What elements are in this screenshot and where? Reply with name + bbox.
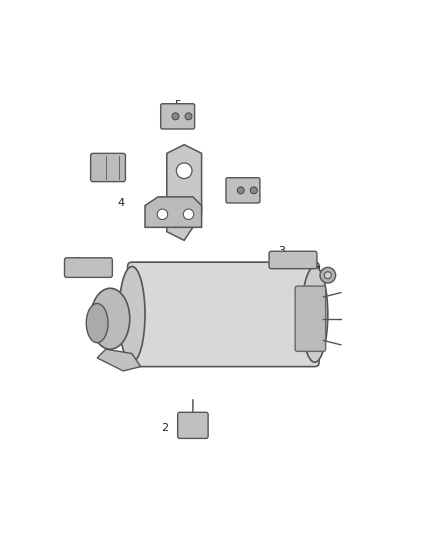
Text: 7: 7 (313, 266, 321, 276)
FancyBboxPatch shape (226, 177, 260, 203)
Text: 6: 6 (92, 161, 99, 172)
FancyBboxPatch shape (127, 262, 319, 367)
FancyBboxPatch shape (64, 258, 113, 277)
Circle shape (172, 113, 179, 120)
FancyBboxPatch shape (178, 413, 208, 439)
Polygon shape (97, 349, 141, 371)
Text: 4: 4 (117, 198, 125, 208)
FancyBboxPatch shape (269, 251, 317, 269)
FancyBboxPatch shape (295, 286, 325, 351)
Circle shape (320, 268, 336, 283)
Polygon shape (167, 144, 201, 240)
Circle shape (184, 209, 194, 220)
Circle shape (251, 187, 257, 194)
Text: 1: 1 (92, 312, 99, 321)
Ellipse shape (302, 266, 328, 362)
FancyBboxPatch shape (91, 154, 125, 182)
Text: 2: 2 (74, 257, 81, 267)
Circle shape (237, 187, 244, 194)
Ellipse shape (91, 288, 130, 349)
FancyBboxPatch shape (161, 104, 194, 129)
Text: 3: 3 (279, 246, 286, 256)
Circle shape (324, 272, 331, 279)
Polygon shape (145, 197, 201, 228)
Text: 5: 5 (240, 185, 247, 195)
Ellipse shape (86, 303, 108, 343)
Circle shape (177, 163, 192, 179)
Text: 5: 5 (174, 100, 181, 110)
Text: 2: 2 (161, 423, 168, 433)
Circle shape (185, 113, 192, 120)
Circle shape (157, 209, 168, 220)
Ellipse shape (119, 266, 145, 362)
